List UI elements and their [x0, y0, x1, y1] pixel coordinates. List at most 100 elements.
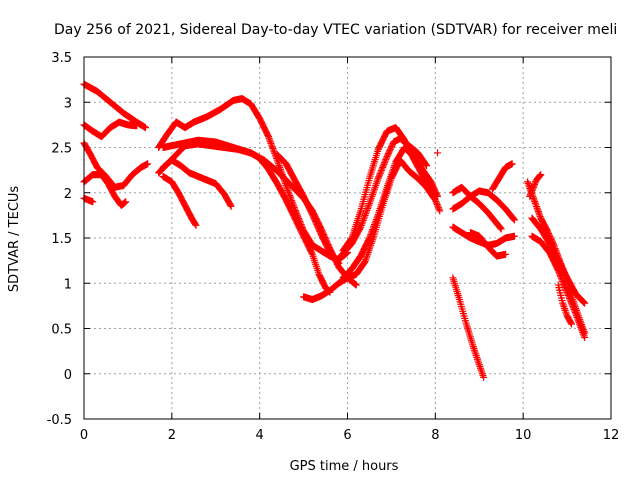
data-point	[555, 268, 563, 276]
data-point	[510, 215, 518, 223]
data-point	[133, 122, 141, 130]
data-point	[571, 307, 579, 315]
data-point	[227, 202, 235, 210]
data-point	[308, 249, 316, 257]
data-point	[423, 162, 431, 170]
data-point	[535, 172, 543, 180]
data-point	[576, 320, 584, 328]
data-point	[286, 192, 294, 200]
data-point	[561, 284, 569, 292]
data-point	[374, 174, 382, 182]
data-point	[557, 274, 565, 282]
data-point	[373, 214, 381, 222]
data-point	[508, 160, 516, 168]
data-point	[268, 143, 276, 151]
data-point	[380, 160, 388, 168]
data-point	[334, 259, 342, 267]
data-point	[267, 139, 275, 147]
data-point	[288, 197, 296, 205]
data-point	[379, 163, 387, 171]
data-point	[382, 154, 390, 162]
data-point	[265, 134, 273, 142]
data-point	[572, 310, 580, 318]
data-point	[422, 161, 430, 169]
data-point	[381, 157, 389, 165]
data-point	[365, 234, 373, 242]
data-point	[558, 276, 566, 284]
data-point	[556, 271, 564, 279]
data-point	[377, 167, 385, 175]
data-point	[570, 305, 578, 313]
x-tick-label: 4	[256, 428, 264, 443]
data-point	[509, 214, 517, 222]
axis-ticks: 0 2 4 6 8 10 12 -0.5 0 0.5 1 1.5 2 2.5 3 3.5	[47, 51, 620, 443]
data-point	[269, 146, 277, 154]
data-point	[559, 277, 567, 285]
data-point	[359, 218, 367, 226]
data-point	[574, 315, 582, 323]
data-point	[226, 201, 234, 209]
y-tick-label: 3	[64, 96, 72, 111]
data-point	[577, 323, 585, 331]
data-point	[572, 312, 580, 320]
data-point	[434, 149, 442, 157]
x-tick-label: 8	[431, 428, 439, 443]
data-point	[365, 201, 373, 209]
data-point	[565, 293, 573, 301]
data-point	[368, 227, 376, 235]
data-point	[569, 304, 577, 312]
data-point	[266, 136, 274, 144]
data-point	[567, 298, 575, 306]
data-point	[369, 224, 377, 232]
data-point	[434, 192, 442, 200]
data-point	[360, 215, 368, 223]
data-point	[575, 318, 583, 326]
data-point	[264, 133, 272, 141]
data-point	[268, 141, 276, 149]
x-tick-label: 6	[343, 428, 351, 443]
data-point	[510, 216, 518, 224]
data-point	[369, 226, 377, 234]
y-tick-label: 0	[64, 368, 72, 383]
data-point	[564, 290, 572, 298]
data-point	[566, 295, 574, 303]
data-point	[192, 221, 200, 229]
x-tick-label: 0	[80, 428, 88, 443]
data-point	[362, 208, 370, 216]
data-point	[571, 308, 579, 316]
data-point	[357, 223, 365, 231]
data-point	[367, 229, 375, 237]
data-point	[568, 301, 576, 309]
data-point	[333, 258, 341, 266]
data-point	[364, 203, 372, 211]
data-point	[370, 221, 378, 229]
data-point	[502, 250, 510, 258]
data-point	[270, 148, 278, 156]
x-tick-label: 10	[515, 428, 532, 443]
data-point	[335, 259, 343, 267]
y-tick-label: -0.5	[47, 413, 72, 428]
data-point	[557, 273, 565, 281]
data-point	[382, 156, 390, 164]
y-tick-label: 1.5	[51, 232, 72, 247]
data-point	[433, 201, 441, 209]
data-point	[89, 198, 97, 206]
data-point	[556, 270, 564, 278]
data-point	[574, 317, 582, 325]
data-point	[359, 216, 367, 224]
data-point	[563, 288, 571, 296]
y-tick-label: 2	[64, 187, 72, 202]
data-point	[284, 187, 292, 195]
data-point	[579, 330, 587, 338]
data-point	[364, 205, 372, 213]
data-point	[537, 171, 545, 179]
data-point	[381, 159, 389, 167]
data-point	[561, 282, 569, 290]
data-point	[352, 281, 360, 289]
data-point	[554, 267, 562, 275]
data-point	[264, 131, 272, 139]
data-point	[285, 190, 293, 198]
data-point	[434, 204, 442, 212]
data-point	[371, 219, 379, 227]
